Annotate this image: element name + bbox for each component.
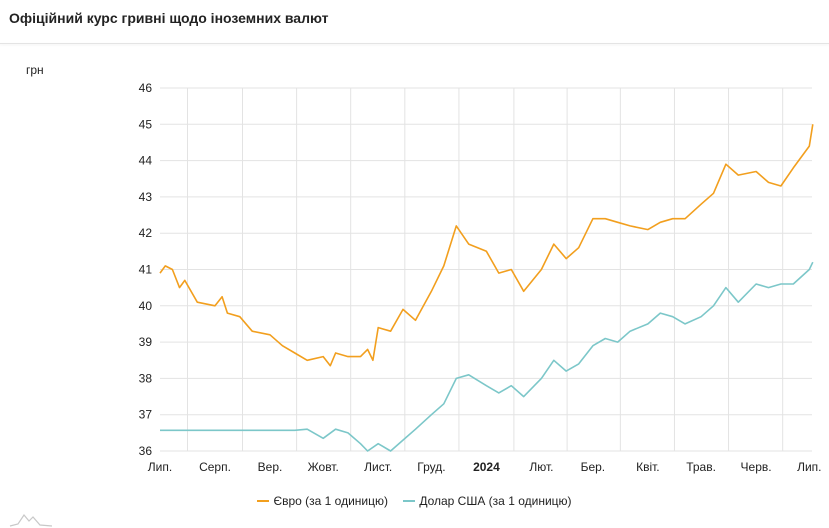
x-tick-label: Серп. <box>199 460 231 474</box>
y-tick-label: 45 <box>139 117 153 131</box>
chart-logo-icon <box>9 513 53 527</box>
page-title: Офіційний курс гривні щодо іноземних вал… <box>9 10 329 26</box>
legend-label-usd: Долар США (за 1 одиницю) <box>419 494 572 508</box>
y-axis-label: грн <box>26 63 44 77</box>
y-tick-label: 41 <box>139 263 153 277</box>
legend: Євро (за 1 одиницю) Долар США (за 1 один… <box>0 491 829 508</box>
x-tick-label: Лют. <box>529 460 553 474</box>
legend-swatch-usd <box>403 500 416 502</box>
y-tick-label: 42 <box>139 226 153 240</box>
y-tick-label: 40 <box>139 299 153 313</box>
usd-series-line <box>160 261 814 452</box>
legend-label-euro: Євро (за 1 одиницю) <box>273 494 388 508</box>
y-tick-label: 44 <box>139 154 153 168</box>
x-tick-label: Квіт. <box>636 460 660 474</box>
y-tick-label: 43 <box>139 190 153 204</box>
y-tick-label: 39 <box>139 335 153 349</box>
y-tick-label: 37 <box>139 408 153 422</box>
legend-swatch-euro <box>257 500 270 502</box>
x-tick-label: Лист. <box>364 460 392 474</box>
x-tick-label: Трав. <box>686 460 716 474</box>
y-tick-label: 36 <box>139 444 153 458</box>
x-tick-label: Вер. <box>258 460 283 474</box>
x-tick-label: Жовт. <box>308 460 339 474</box>
line-chart: грн 36 37 38 39 40 41 42 43 44 45 46 Лип. Серп. Вер.… <box>26 63 821 474</box>
legend-item-euro[interactable]: Євро (за 1 одиницю) <box>257 494 388 508</box>
x-tick-label: Груд. <box>417 460 445 474</box>
x-tick-label: Бер. <box>581 460 606 474</box>
x-tick-label: 2024 <box>473 460 500 474</box>
x-tick-label: Лип. <box>797 460 821 474</box>
x-tick-label: Лип. <box>148 460 172 474</box>
x-tick-label: Черв. <box>741 460 772 474</box>
y-tick-label: 38 <box>139 371 153 385</box>
header-divider <box>0 43 829 44</box>
y-tick-label: 46 <box>139 81 153 95</box>
legend-item-usd[interactable]: Долар США (за 1 одиницю) <box>403 494 572 508</box>
euro-series-line <box>159 124 814 367</box>
